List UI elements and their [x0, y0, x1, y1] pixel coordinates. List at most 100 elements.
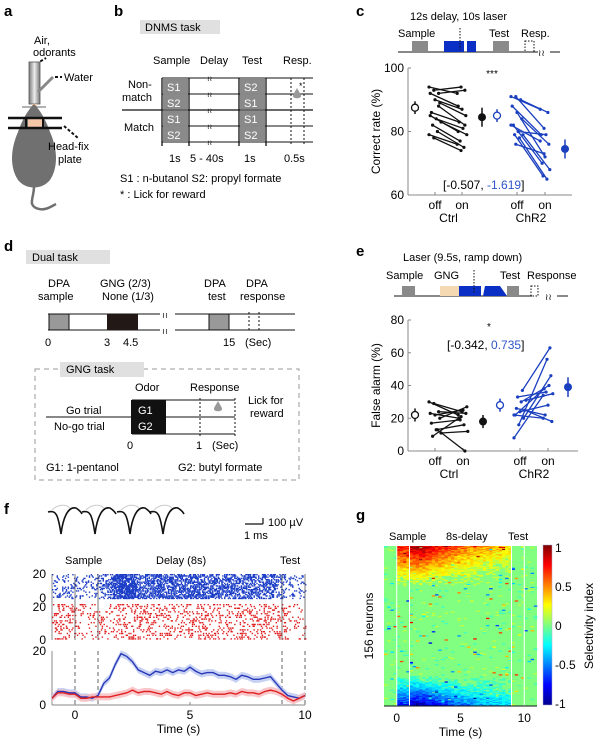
spike-tick — [191, 623, 194, 626]
spike-tick — [158, 574, 161, 576]
spike-tick — [196, 618, 198, 620]
heatmap-cell — [419, 573, 423, 576]
spike-tick — [120, 589, 122, 591]
spike-tick — [188, 631, 190, 633]
spike-tick — [205, 586, 208, 588]
spike-tick — [255, 577, 257, 580]
spike-tick — [161, 586, 163, 588]
spike-tick — [219, 580, 221, 582]
heatmap-cell — [396, 582, 401, 585]
spike-tick — [239, 589, 242, 591]
spike-tick — [66, 620, 69, 622]
spike-tick — [262, 585, 265, 587]
heatmap-cell — [492, 573, 496, 576]
heatmap-cell — [463, 558, 468, 560]
spike-tick — [212, 596, 214, 598]
heatmap-cell — [505, 629, 509, 631]
spike-tick — [121, 584, 123, 586]
spike-tick — [150, 613, 152, 615]
spike-tick — [173, 574, 175, 576]
spike-tick — [107, 590, 109, 592]
spike-tick — [249, 582, 252, 585]
spike-tick — [163, 589, 165, 591]
header-delay: Delay — [200, 55, 229, 67]
spike-tick — [134, 591, 137, 593]
spike-tick — [63, 581, 66, 583]
spike-tick — [269, 631, 271, 633]
spike-tick — [228, 629, 231, 631]
spike-tick — [139, 576, 141, 578]
spike-tick — [54, 580, 57, 582]
spike-tick — [222, 575, 224, 577]
spike-tick — [214, 577, 217, 580]
spike-waveform — [81, 507, 117, 535]
heatmap-cell — [412, 677, 417, 679]
heatmap-cell — [489, 567, 493, 569]
spike-tick — [250, 594, 253, 596]
spike-tick — [96, 585, 98, 587]
spike-tick — [143, 609, 145, 611]
raster-ticks — [52, 574, 307, 640]
spike-tick — [71, 586, 73, 588]
spike-tick — [124, 584, 127, 586]
spike-tick — [218, 591, 220, 593]
heatmap-cell — [470, 651, 474, 653]
heatmap-cell — [486, 581, 490, 584]
spike-tick — [121, 632, 124, 635]
spike-tick — [113, 596, 116, 598]
spike-tick — [134, 620, 137, 622]
spike-tick — [118, 590, 120, 592]
spike-tick — [75, 625, 77, 627]
spike-tick — [199, 582, 201, 585]
subject-point-off — [428, 91, 432, 95]
spike-tick — [207, 596, 209, 598]
spike-tick — [110, 576, 113, 578]
spike-tick — [121, 595, 123, 597]
spike-tick — [125, 579, 127, 581]
spike-tick — [224, 575, 226, 577]
spike-tick — [283, 631, 286, 633]
spike-tick — [166, 582, 168, 585]
heatmap-cell — [460, 581, 464, 584]
spike-tick — [247, 591, 250, 593]
spike-tick — [82, 634, 84, 636]
spike-tick — [129, 638, 131, 640]
spike-tick — [172, 587, 174, 590]
spike-tick — [193, 584, 196, 586]
spike-tick — [255, 616, 257, 618]
heatmap-cell — [530, 547, 535, 549]
spike-tick — [169, 579, 172, 581]
heatmap-cell — [396, 570, 401, 572]
heatmap-cell — [508, 548, 512, 550]
spike-tick — [207, 613, 209, 615]
spike-tick — [250, 577, 253, 580]
spike-tick — [277, 620, 279, 622]
spike-tick — [118, 623, 120, 626]
spike-tick — [63, 580, 65, 582]
spike-tick — [190, 585, 192, 587]
heatmap-cell — [508, 672, 512, 674]
spike-tick — [159, 580, 162, 582]
heatmap-cell — [428, 677, 433, 679]
spike-tick — [234, 574, 236, 576]
heatmap-cell — [505, 547, 509, 549]
spike-tick — [217, 577, 219, 580]
spike-tick — [101, 591, 104, 593]
spike-tick — [75, 577, 78, 580]
spike-tick — [200, 638, 202, 640]
spike-tick — [282, 638, 284, 640]
spike-tick — [210, 585, 212, 587]
spike-tick — [279, 618, 281, 620]
spike-tick — [280, 634, 282, 636]
spike-tick — [139, 577, 141, 580]
spike-tick — [162, 589, 164, 591]
spike-tick — [245, 609, 247, 611]
heatmap-cell — [412, 560, 417, 562]
spike-tick — [279, 631, 281, 633]
spike-tick — [75, 580, 77, 582]
spike-tick — [148, 594, 150, 596]
spike-tick — [128, 584, 130, 586]
spike-tick — [247, 576, 250, 578]
heatmap-cell — [419, 557, 423, 559]
